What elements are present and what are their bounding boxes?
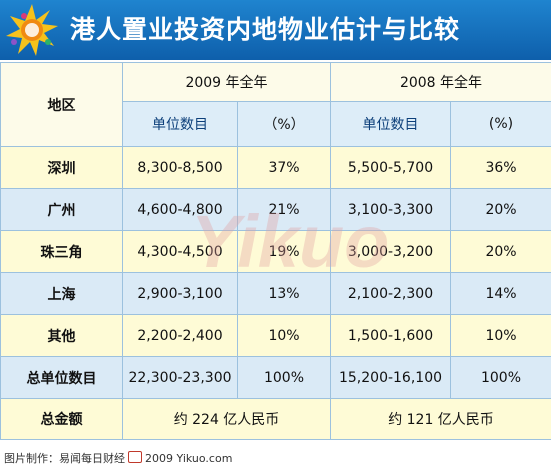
pct-2009: 37% — [237, 146, 331, 189]
pct-2008: 14% — [450, 272, 551, 315]
amount-2008: 约 121 亿人民币 — [330, 398, 551, 440]
total-label: 总单位数目 — [0, 356, 123, 399]
units-2008: 2,100-2,300 — [330, 272, 451, 315]
units-2008: 3,100-3,300 — [330, 188, 451, 231]
pct-2008: 20% — [450, 188, 551, 231]
pct-2009: 10% — [237, 314, 331, 357]
region-label: 上海 — [0, 272, 123, 315]
units-2009: 2,900-3,100 — [122, 272, 238, 315]
table-row: 深圳 8,300-8,500 37% 5,500-5,700 36% — [0, 146, 551, 189]
page-title: 港人置业投资内地物业估计与比较 — [70, 15, 461, 44]
pct-2009: 21% — [237, 188, 331, 231]
table-subheader-row: 单位数目 （%） 单位数目 (%) — [1, 101, 551, 147]
pct-2008: 36% — [450, 146, 551, 189]
total-units-2009: 22,300-23,300 — [122, 356, 238, 399]
units-2009: 4,300-4,500 — [122, 230, 238, 273]
units-header-2009: 单位数目 — [122, 101, 238, 147]
footer-credit: 图片制作：易闻每日财经 2009 Yikuo.com — [0, 450, 551, 468]
table-row: 珠三角 4,300-4,500 19% 3,000-3,200 20% — [0, 230, 551, 273]
comparison-table: 地区 2009 年全年 2008 年全年 单位数目 （%） 单位数目 (%) 深… — [0, 62, 551, 440]
region-label: 其他 — [0, 314, 123, 357]
total-pct-2009: 100% — [237, 356, 331, 399]
pct-2008: 20% — [450, 230, 551, 273]
sun-star-logo-icon — [6, 4, 58, 56]
table-row: 上海 2,900-3,100 13% 2,100-2,300 14% — [0, 272, 551, 315]
units-2008: 3,000-3,200 — [330, 230, 451, 273]
region-header: 地区 — [0, 62, 123, 147]
footer-credit-text: 图片制作：易闻每日财经 — [4, 452, 125, 465]
units-2009: 4,600-4,800 — [122, 188, 238, 231]
units-2009: 2,200-2,400 — [122, 314, 238, 357]
pct-2009: 19% — [237, 230, 331, 273]
amount-label: 总金额 — [0, 398, 123, 440]
pct-header-2008: (%) — [450, 101, 551, 147]
copyright-icon — [128, 451, 142, 463]
pct-header-2009: （%） — [237, 101, 331, 147]
year-header-2009: 2009 年全年 — [122, 62, 331, 102]
region-label: 广州 — [0, 188, 123, 231]
total-units-2008: 15,200-16,100 — [330, 356, 451, 399]
footer-site-text: 2009 Yikuo.com — [145, 452, 233, 465]
units-header-2008: 单位数目 — [330, 101, 451, 147]
units-2009: 8,300-8,500 — [122, 146, 238, 189]
total-row: 总单位数目 22,300-23,300 100% 15,200-16,100 1… — [0, 356, 551, 399]
table-row: 广州 4,600-4,800 21% 3,100-3,300 20% — [0, 188, 551, 231]
year-header-2008: 2008 年全年 — [330, 62, 551, 102]
pct-2009: 13% — [237, 272, 331, 315]
total-pct-2008: 100% — [450, 356, 551, 399]
amount-2009: 约 224 亿人民币 — [122, 398, 331, 440]
units-2008: 1,500-1,600 — [330, 314, 451, 357]
pct-2008: 10% — [450, 314, 551, 357]
region-label: 深圳 — [0, 146, 123, 189]
table-row: 其他 2,200-2,400 10% 1,500-1,600 10% — [0, 314, 551, 357]
table-header-row: 地区 2009 年全年 2008 年全年 — [0, 62, 551, 147]
header-banner: 港人置业投资内地物业估计与比较 — [0, 0, 551, 60]
region-label: 珠三角 — [0, 230, 123, 273]
amount-row: 总金额 约 224 亿人民币 约 121 亿人民币 — [0, 398, 551, 440]
units-2008: 5,500-5,700 — [330, 146, 451, 189]
